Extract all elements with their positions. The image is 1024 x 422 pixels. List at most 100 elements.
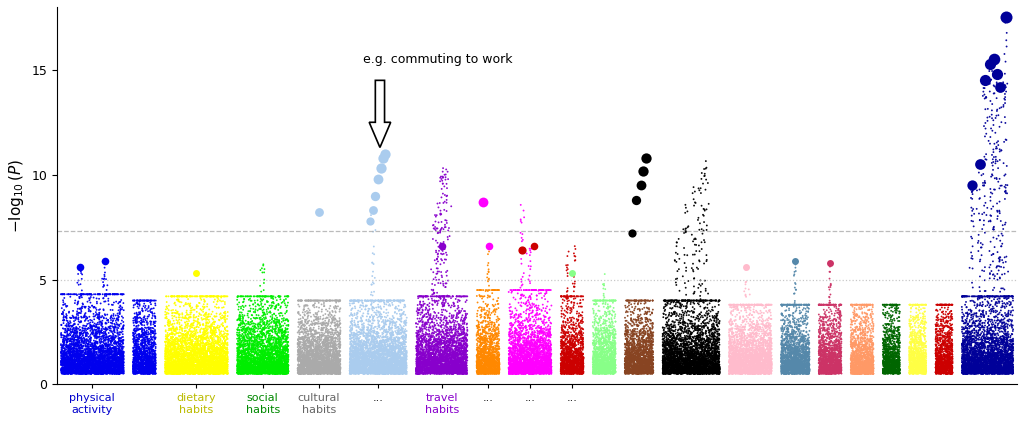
Point: [955, 368, 972, 375]
Point: [863, 344, 880, 350]
Point: [218, 359, 234, 366]
Point: [634, 338, 650, 345]
Point: [321, 330, 337, 336]
Point: [486, 368, 503, 375]
Point: [981, 329, 997, 336]
Point: [964, 361, 980, 368]
Point: [106, 340, 123, 346]
Point: [824, 363, 841, 370]
Point: [172, 368, 188, 375]
Point: [486, 369, 503, 376]
Point: [243, 293, 259, 300]
Point: [504, 340, 520, 347]
Point: [680, 365, 696, 371]
Point: [566, 344, 583, 351]
Point: [178, 366, 195, 373]
Point: [177, 365, 194, 371]
Point: [780, 369, 797, 376]
Point: [975, 362, 991, 369]
Point: [78, 368, 94, 375]
Point: [314, 326, 331, 333]
Point: [99, 341, 116, 348]
Point: [485, 353, 502, 360]
Point: [70, 370, 86, 377]
Point: [847, 353, 863, 360]
Point: [376, 346, 392, 352]
Point: [430, 367, 446, 374]
Point: [165, 360, 181, 366]
Point: [53, 367, 70, 373]
Point: [888, 366, 904, 373]
Point: [319, 370, 336, 377]
Point: [434, 303, 451, 310]
Point: [928, 334, 944, 341]
Point: [596, 329, 612, 336]
Point: [349, 355, 366, 362]
Point: [54, 360, 71, 367]
Point: [566, 342, 583, 349]
Point: [821, 362, 838, 369]
Point: [203, 345, 219, 352]
Point: [828, 352, 845, 358]
Point: [451, 349, 467, 355]
Point: [958, 349, 975, 356]
Point: [908, 345, 925, 352]
Point: [76, 336, 92, 343]
Point: [247, 366, 263, 373]
Point: [409, 342, 425, 349]
Point: [882, 301, 898, 308]
Point: [758, 368, 774, 374]
Point: [167, 366, 183, 373]
Point: [434, 360, 451, 367]
Point: [599, 363, 615, 370]
Point: [743, 347, 760, 354]
Point: [212, 364, 228, 371]
Point: [302, 363, 318, 370]
Point: [797, 317, 813, 324]
Point: [556, 352, 572, 359]
Point: [128, 342, 144, 349]
Point: [174, 363, 190, 370]
Point: [698, 371, 715, 377]
Point: [428, 363, 444, 370]
Point: [303, 370, 319, 377]
Point: [829, 309, 846, 316]
Point: [278, 368, 294, 375]
Point: [572, 366, 589, 373]
Point: [964, 354, 980, 360]
Point: [909, 347, 926, 354]
Point: [424, 329, 440, 336]
Point: [911, 329, 928, 336]
Point: [307, 351, 324, 358]
Point: [818, 344, 835, 350]
Point: [308, 330, 325, 337]
Point: [510, 300, 526, 306]
Point: [260, 338, 276, 345]
Point: [170, 361, 186, 368]
Point: [956, 347, 973, 354]
Point: [307, 363, 324, 370]
Point: [931, 350, 947, 357]
Point: [70, 360, 86, 367]
Point: [984, 367, 1000, 373]
Point: [350, 350, 367, 357]
Point: [865, 356, 882, 362]
Point: [825, 367, 842, 374]
Point: [71, 357, 87, 364]
Point: [95, 347, 112, 354]
Point: [346, 370, 362, 377]
Point: [849, 368, 865, 375]
Point: [736, 361, 753, 368]
Point: [823, 362, 840, 368]
Point: [175, 331, 191, 338]
Point: [351, 368, 368, 375]
Point: [587, 371, 603, 377]
Point: [763, 316, 779, 322]
Point: [397, 363, 414, 370]
Point: [233, 366, 250, 373]
Point: [256, 359, 272, 365]
Point: [525, 318, 542, 325]
Point: [250, 365, 266, 372]
Point: [758, 369, 774, 376]
Point: [589, 351, 605, 358]
